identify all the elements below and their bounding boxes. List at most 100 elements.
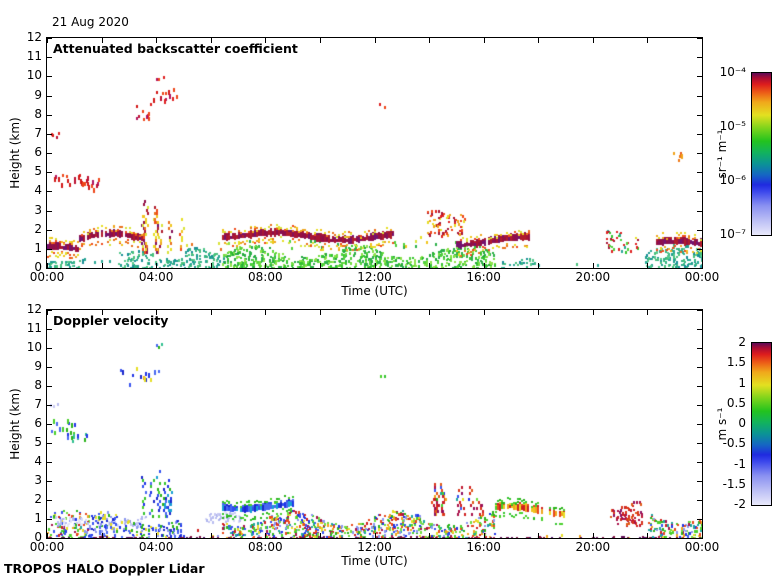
x-tick: [429, 310, 431, 315]
y-tick: [697, 519, 702, 520]
y-tick-label: 0: [34, 260, 42, 274]
y-tick-label: 9: [34, 87, 42, 102]
y-tick: [697, 443, 702, 444]
y-tick-label: 1: [34, 511, 42, 525]
y-tick: [697, 248, 702, 250]
y-tick: [47, 519, 52, 520]
x-tick: [483, 310, 485, 315]
y-tick: [697, 538, 702, 539]
x-tick: [647, 263, 649, 268]
x-tick: [538, 38, 540, 43]
colorbar-tick-label: 1: [738, 375, 746, 390]
x-tick: [483, 263, 485, 268]
y-tick-label: 9: [34, 359, 42, 373]
x-tick: [210, 310, 212, 315]
x-tick-label: 04:00: [138, 270, 174, 284]
y-tick: [47, 268, 52, 269]
x-tick: [101, 533, 103, 538]
y-tick-label: 10: [26, 340, 42, 354]
y-tick-label: 5: [34, 435, 42, 449]
x-tick: [374, 533, 376, 538]
colorbar-tick-label: -2: [734, 497, 746, 511]
y-tick: [697, 191, 702, 193]
y-tick-label: 1: [34, 240, 42, 255]
y-tick: [697, 462, 702, 463]
colorbar-tick-label: 10⁻⁶: [719, 173, 746, 187]
x-tick: [374, 310, 376, 315]
y-tick-label: 11: [26, 49, 42, 64]
y-tick: [697, 500, 702, 501]
x-tick: [538, 533, 540, 538]
x-tick-label: 08:00: [248, 270, 283, 284]
y-tick: [47, 229, 52, 231]
y-tick: [47, 248, 52, 250]
y-tick: [47, 95, 52, 97]
x-tick-label: 16:00: [466, 540, 501, 554]
y-tick: [47, 443, 52, 444]
x-tick: [265, 533, 267, 538]
y-tick-label: 2: [34, 492, 42, 506]
x-tick: [47, 533, 48, 538]
x-tick-label: 12:00: [357, 540, 392, 554]
x-tick-label: 08:00: [248, 540, 283, 554]
doppler-panel: [46, 309, 703, 539]
doppler-panel-title: Doppler velocity: [53, 313, 169, 328]
y-tick-label: 10: [26, 68, 42, 83]
y-tick: [697, 229, 702, 231]
x-tick: [429, 38, 431, 43]
date-label: 21 Aug 2020: [52, 15, 129, 29]
x-tick: [210, 38, 212, 43]
x-tick: [265, 38, 267, 43]
x-tick: [156, 533, 158, 538]
x-tick: [429, 533, 431, 538]
colorbar-tick-label: -1.5: [722, 476, 746, 491]
x-tick-label: 20:00: [575, 270, 611, 284]
x-tick: [592, 38, 594, 43]
x-tick: [47, 38, 48, 43]
y-tick: [697, 153, 702, 154]
x-tick: [483, 533, 485, 538]
y-tick: [47, 153, 52, 154]
x-tick: [101, 310, 103, 315]
colorbar-tick-label: 10⁻⁷: [719, 227, 746, 241]
y-tick-label: 4: [34, 183, 42, 198]
x-tick: [592, 310, 594, 315]
y-tick-label: 6: [34, 416, 42, 430]
y-tick: [697, 424, 702, 425]
colorbar-tick-label: 0: [738, 416, 746, 430]
y-tick: [47, 500, 52, 501]
x-tick: [265, 263, 267, 268]
x-tick: [647, 533, 649, 538]
colorbar-tick-label: 10⁻⁵: [719, 119, 746, 133]
x-tick: [47, 310, 48, 315]
y-tick: [697, 38, 702, 39]
x-tick: [265, 310, 267, 315]
colorbar-tick-label: 10⁻⁴: [719, 65, 746, 79]
colorbar-tick-label: 1.5: [726, 355, 746, 370]
x-tick: [702, 263, 703, 268]
y-tick: [47, 367, 52, 368]
x-tick: [319, 533, 321, 538]
y-tick-label: 8: [34, 378, 42, 392]
x-tick: [319, 310, 321, 315]
y-tick-label: 12: [26, 30, 42, 44]
colorbar-tick-label: 0.5: [726, 395, 746, 410]
colorbar-tick-label: -0.5: [722, 436, 746, 451]
y-tick-label: 12: [26, 302, 42, 316]
x-tick: [210, 263, 212, 268]
y-tick: [47, 191, 52, 193]
doppler-heatmap: [47, 310, 702, 538]
x-tick-label: 00:00: [684, 270, 720, 284]
y-tick-label: 3: [34, 202, 42, 217]
doppler-colorbar: [751, 342, 772, 506]
y-tick: [47, 462, 52, 463]
x-axis-label-bottom: Time (UTC): [341, 554, 408, 568]
y-tick: [697, 367, 702, 368]
instrument-label: TROPOS HALO Doppler Lidar: [4, 561, 205, 576]
y-tick: [697, 76, 702, 78]
x-tick: [702, 533, 703, 538]
y-tick-label: 3: [34, 473, 42, 487]
x-tick: [538, 263, 540, 268]
y-tick: [47, 348, 52, 349]
